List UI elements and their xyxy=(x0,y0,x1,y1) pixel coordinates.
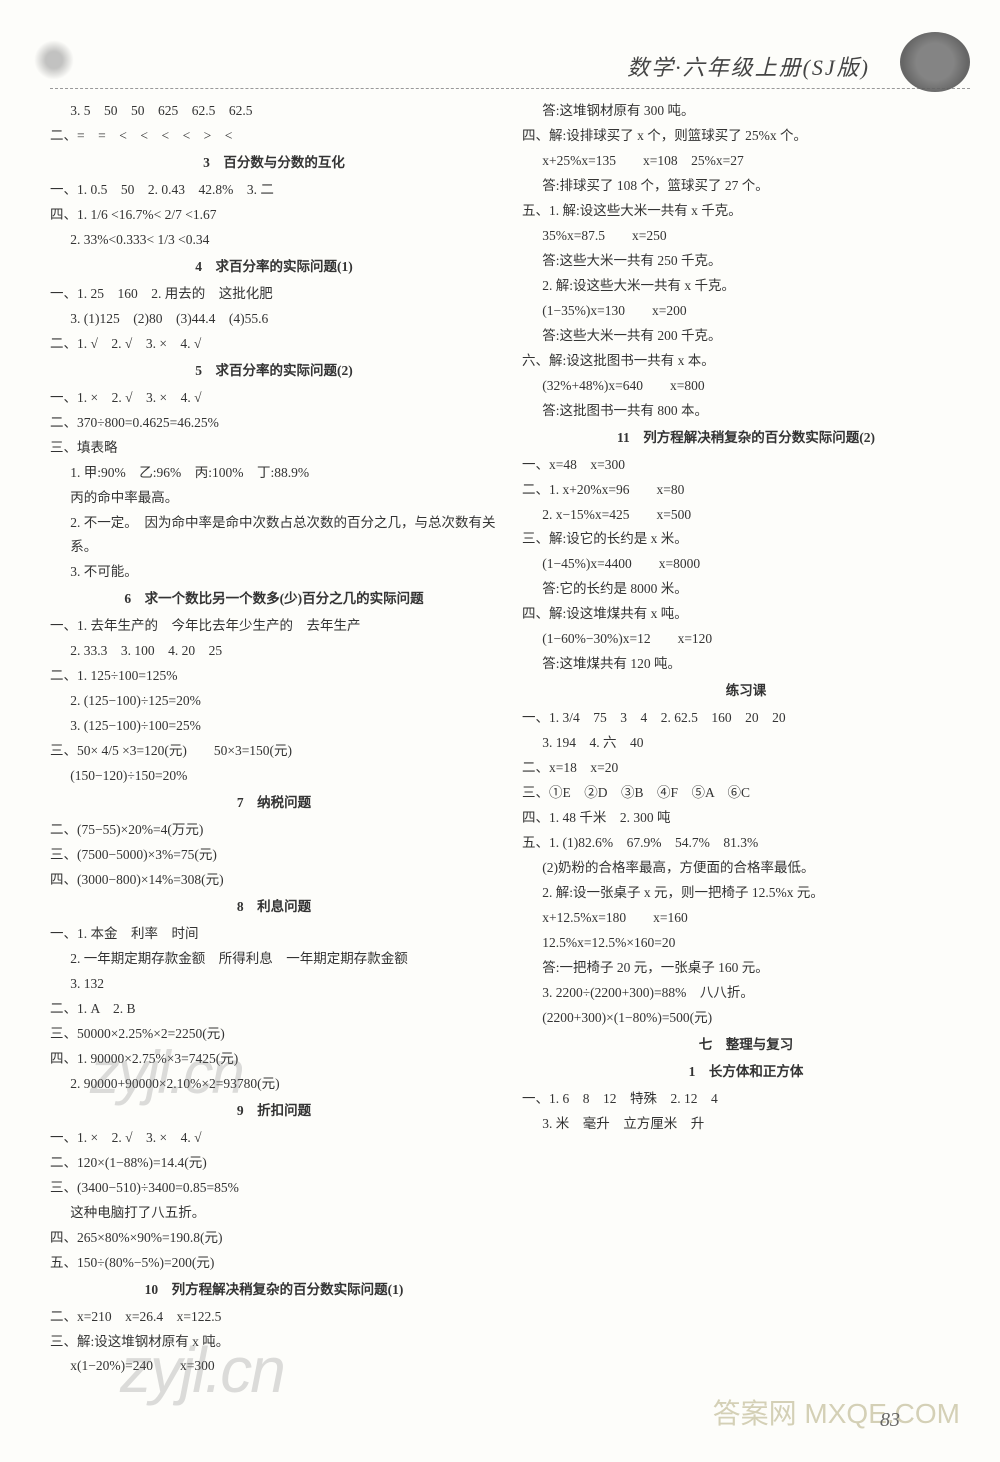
answer-line: 答:它的长约是 8000 米。 xyxy=(522,577,970,602)
answer-line: 12.5%x=12.5%×160=20 xyxy=(522,931,970,956)
section-title: 5 求百分率的实际问题(2) xyxy=(50,359,498,384)
answer-line: 一、1. × 2. √ 3. × 4. √ xyxy=(50,386,498,411)
section-title: 8 利息问题 xyxy=(50,895,498,920)
answer-line: 三、解:设它的长约是 x 米。 xyxy=(522,527,970,552)
answer-line: (1−35%)x=130 x=200 xyxy=(522,299,970,324)
answer-line: 一、x=48 x=300 xyxy=(522,453,970,478)
answer-line: 2. x−15%x=425 x=500 xyxy=(522,503,970,528)
section-title: 1 长方体和正方体 xyxy=(522,1060,970,1085)
header-logo-icon xyxy=(900,32,970,92)
watermark-icon: zyjl.cn xyxy=(120,1333,284,1407)
answer-line: 答:这堆钢材原有 300 吨。 xyxy=(522,99,970,124)
answer-line: 答:这堆煤共有 120 吨。 xyxy=(522,652,970,677)
answer-line: (32%+48%)x=640 x=800 xyxy=(522,374,970,399)
answer-line: 丙的命中率最高。 xyxy=(50,486,498,511)
section-title: 七 整理与复习 xyxy=(522,1033,970,1058)
watermark-icon: zyjl.cn xyxy=(90,1038,243,1107)
answer-line: 3. (1)125 (2)80 (3)44.4 (4)55.6 xyxy=(50,307,498,332)
watermark-icon: 答案网 MXQE.COM xyxy=(713,1392,960,1432)
answer-line: 3. (125−100)÷100=25% xyxy=(50,714,498,739)
answer-line: 2. 一年期定期存款金额 所得利息 一年期定期存款金额 xyxy=(50,947,498,972)
answer-line: 四、1. 1/6 <16.7%< 2/7 <1.67 xyxy=(50,203,498,228)
answer-line: 四、解:设排球买了 x 个，则篮球买了 25%x 个。 xyxy=(522,124,970,149)
content-columns: 3. 5 50 50 625 62.5 62.5二、= = < < < < > … xyxy=(50,99,970,1399)
answer-line: 2. 不一定。 因为命中率是命中次数占总次数的百分之几，与总次数有关系。 xyxy=(50,511,498,561)
section-title: 4 求百分率的实际问题(1) xyxy=(50,255,498,280)
answer-line: 二、x=18 x=20 xyxy=(522,756,970,781)
answer-line: 三、填表略 xyxy=(50,436,498,461)
answer-line: 二、= = < < < < > < xyxy=(50,124,498,149)
answer-line: 二、1. A 2. B xyxy=(50,997,498,1022)
answer-line: 2. 解:设这些大米一共有 x 千克。 xyxy=(522,274,970,299)
section-title: 练习课 xyxy=(522,679,970,704)
answer-line: 二、(75−55)×20%=4(万元) xyxy=(50,818,498,843)
answer-line: 五、1. (1)82.6% 67.9% 54.7% 81.3% xyxy=(522,831,970,856)
answer-line: 2. 解:设一张桌子 x 元，则一把椅子 12.5%x 元。 xyxy=(522,881,970,906)
section-title: 11 列方程解决稍复杂的百分数实际问题(2) xyxy=(522,426,970,451)
answer-line: 二、1. √ 2. √ 3. × 4. √ xyxy=(50,332,498,357)
answer-line: 2. 33%<0.333< 1/3 <0.34 xyxy=(50,228,498,253)
answer-line: 六、解:设这批图书一共有 x 本。 xyxy=(522,349,970,374)
answer-line: (2)奶粉的合格率最高，方便面的合格率最低。 xyxy=(522,856,970,881)
answer-line: (2200+300)×(1−80%)=500(元) xyxy=(522,1006,970,1031)
answer-line: 一、1. 3/4 75 3 4 2. 62.5 160 20 20 xyxy=(522,706,970,731)
answer-line: 一、1. 去年生产的 今年比去年少生产的 去年生产 xyxy=(50,614,498,639)
answer-line: 二、120×(1−88%)=14.4(元) xyxy=(50,1151,498,1176)
answer-line: 一、1. × 2. √ 3. × 4. √ xyxy=(50,1126,498,1151)
answer-line: 2. (125−100)÷125=20% xyxy=(50,689,498,714)
answer-line: 四、(3000−800)×14%=308(元) xyxy=(50,868,498,893)
answer-line: 五、1. 解:设这些大米一共有 x 千克。 xyxy=(522,199,970,224)
section-title: 7 纳税问题 xyxy=(50,791,498,816)
answer-line: 3. 不可能。 xyxy=(50,560,498,585)
answer-line: 四、1. 48 千米 2. 300 吨 xyxy=(522,806,970,831)
answer-line: 答:这些大米一共有 250 千克。 xyxy=(522,249,970,274)
answer-line: 答:这批图书一共有 800 本。 xyxy=(522,399,970,424)
answer-line: 答:这些大米一共有 200 千克。 xyxy=(522,324,970,349)
answer-line: 3. 米 毫升 立方厘米 升 xyxy=(522,1112,970,1137)
answer-line: 答:一把椅子 20 元，一张桌子 160 元。 xyxy=(522,956,970,981)
answer-line: x+25%x=135 x=108 25%x=27 xyxy=(522,149,970,174)
answer-line: 一、1. 25 160 2. 用去的 这批化肥 xyxy=(50,282,498,307)
answer-line: 二、1. 125÷100=125% xyxy=(50,664,498,689)
answer-line: 这种电脑打了八五折。 xyxy=(50,1201,498,1226)
answer-line: 答:排球买了 108 个，篮球买了 27 个。 xyxy=(522,174,970,199)
answer-line: (1−60%−30%)x=12 x=120 xyxy=(522,627,970,652)
page-header: 数学·六年级上册(SJ版) xyxy=(50,50,970,89)
answer-line: 一、1. 6 8 12 特殊 2. 12 4 xyxy=(522,1087,970,1112)
section-title: 10 列方程解决稍复杂的百分数实际问题(1) xyxy=(50,1278,498,1303)
header-title: 数学·六年级上册(SJ版) xyxy=(627,55,870,80)
answer-line: 一、1. 本金 利率 时间 xyxy=(50,922,498,947)
answer-line: (1−45%)x=4400 x=8000 xyxy=(522,552,970,577)
page-number: 83 xyxy=(880,1409,900,1432)
answer-line: 3. 5 50 50 625 62.5 62.5 xyxy=(50,99,498,124)
answer-line: 2. 33.3 3. 100 4. 20 25 xyxy=(50,639,498,664)
answer-line: 三、①E ②D ③B ④F ⑤A ⑥C xyxy=(522,781,970,806)
answer-line: 五、150÷(80%−5%)=200(元) xyxy=(50,1251,498,1276)
answer-line: 三、(3400−510)÷3400=0.85=85% xyxy=(50,1176,498,1201)
answer-line: 二、x=210 x=26.4 x=122.5 xyxy=(50,1305,498,1330)
answer-line: 四、解:设这堆煤共有 x 吨。 xyxy=(522,602,970,627)
answer-line: 四、265×80%×90%=190.8(元) xyxy=(50,1226,498,1251)
answer-line: 二、370÷800=0.4625=46.25% xyxy=(50,411,498,436)
answer-line: 35%x=87.5 x=250 xyxy=(522,224,970,249)
answer-line: 3. 194 4. 六 40 xyxy=(522,731,970,756)
section-title: 3 百分数与分数的互化 xyxy=(50,151,498,176)
page: 数学·六年级上册(SJ版) 3. 5 50 50 625 62.5 62.5二、… xyxy=(0,0,1000,1462)
answer-line: 一、1. 0.5 50 2. 0.43 42.8% 3. 二 xyxy=(50,178,498,203)
section-title: 6 求一个数比另一个数多(少)百分之几的实际问题 xyxy=(50,587,498,612)
answer-line: x+12.5%x=180 x=160 xyxy=(522,906,970,931)
answer-line: 二、1. x+20%x=96 x=80 xyxy=(522,478,970,503)
answer-line: 1. 甲:90% 乙:96% 丙:100% 丁:88.9% xyxy=(50,461,498,486)
answer-line: 三、50× 4/5 ×3=120(元) 50×3=150(元) xyxy=(50,739,498,764)
answer-line: 三、(7500−5000)×3%=75(元) xyxy=(50,843,498,868)
answer-line: 3. 132 xyxy=(50,972,498,997)
answer-line: (150−120)÷150=20% xyxy=(50,764,498,789)
answer-line: 3. 2200÷(2200+300)=88% 八八折。 xyxy=(522,981,970,1006)
